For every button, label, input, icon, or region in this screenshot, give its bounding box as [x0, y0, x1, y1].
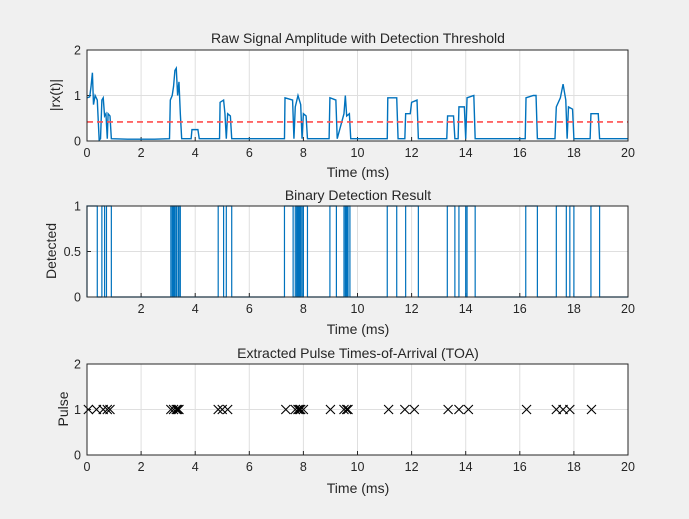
toa-marker [222, 404, 233, 415]
x-tick-label: 0 [84, 146, 91, 160]
toa-marker [399, 404, 410, 415]
toa-marker [105, 404, 115, 415]
axes-border [86, 49, 629, 142]
toa-marker [102, 404, 113, 415]
binary-xlabel: Time (ms) [327, 321, 389, 337]
x-tick-label: 2 [138, 302, 145, 316]
toa-marker [339, 404, 349, 415]
x-tick-label: 16 [513, 146, 527, 160]
x-tick-label: 8 [300, 460, 307, 474]
x-tick-label: 10 [351, 146, 365, 160]
x-tick-label: 16 [513, 460, 527, 474]
y-tick-label: 0 [74, 135, 81, 149]
x-tick-label: 12 [405, 460, 419, 474]
toa-marker [409, 404, 420, 415]
x-tick-label: 14 [459, 146, 473, 160]
x-tick-label: 8 [300, 146, 307, 160]
toa-subplot: Extracted Pulse Times-of-Arrival (TOA) T… [55, 345, 635, 496]
x-tick-label: 18 [567, 302, 581, 316]
binary-detection-subplot: Binary Detection Result Time (ms) Detect… [43, 187, 635, 337]
toa-marker [83, 404, 94, 415]
y-tick-label: 0 [74, 291, 81, 305]
x-tick-label: 2 [138, 460, 145, 474]
toa-marker [171, 404, 182, 415]
amplitude-xlabel: Time (ms) [327, 164, 389, 180]
x-tick-label: 6 [246, 146, 253, 160]
x-tick-label: 2 [138, 146, 145, 160]
x-tick-label: 20 [621, 302, 635, 316]
toa-marker [454, 404, 464, 415]
toa-marker [174, 404, 184, 415]
toa-marker [341, 404, 352, 415]
y-tick-label: 0 [74, 449, 81, 463]
amplitude-title: Raw Signal Amplitude with Detection Thre… [211, 30, 505, 46]
amplitude-ylabel: |rx(t)| [47, 79, 63, 111]
toa-marker [463, 404, 474, 415]
y-tick-label: 1 [74, 403, 81, 417]
toa-marker [213, 404, 224, 415]
toa-marker [295, 404, 306, 415]
y-tick-label: 0.5 [64, 245, 81, 259]
y-tick-label: 2 [74, 44, 81, 58]
toa-marker [521, 404, 532, 415]
y-tick-label: 1 [74, 200, 81, 214]
x-tick-label: 6 [246, 460, 253, 474]
toa-marker [343, 404, 353, 415]
toa-marker [172, 404, 183, 415]
x-tick-label: 12 [405, 146, 419, 160]
toa-marker [586, 404, 597, 415]
toa-marker [564, 404, 575, 415]
x-tick-label: 20 [621, 146, 635, 160]
x-tick-label: 18 [567, 460, 581, 474]
x-tick-label: 6 [246, 302, 253, 316]
x-tick-label: 8 [300, 302, 307, 316]
x-tick-label: 12 [405, 302, 419, 316]
x-tick-label: 16 [513, 302, 527, 316]
y-tick-label: 1 [74, 89, 81, 103]
amplitude-subplot: Raw Signal Amplitude with Detection Thre… [47, 30, 635, 180]
toa-marker [443, 404, 454, 415]
toa-ylabel: Pulse [55, 391, 71, 426]
signal-line [86, 65, 628, 142]
x-tick-label: 10 [351, 302, 365, 316]
x-tick-label: 18 [567, 146, 581, 160]
toa-marker [280, 404, 291, 415]
x-tick-label: 4 [192, 146, 199, 160]
toa-title: Extracted Pulse Times-of-Arrival (TOA) [237, 345, 479, 361]
binary-ylabel: Detected [43, 223, 59, 279]
toa-marker [383, 404, 394, 415]
binary-title: Binary Detection Result [285, 187, 431, 203]
y-tick-label: 2 [74, 358, 81, 372]
x-tick-label: 4 [192, 460, 199, 474]
x-tick-label: 4 [192, 302, 199, 316]
x-tick-label: 20 [621, 460, 635, 474]
toa-marker [294, 404, 305, 415]
toa-marker [325, 404, 336, 415]
axes-border [86, 363, 629, 456]
toa-marker [298, 404, 309, 415]
toa-xlabel: Time (ms) [327, 480, 389, 496]
x-tick-label: 10 [351, 460, 365, 474]
x-tick-label: 14 [459, 460, 473, 474]
x-tick-label: 0 [84, 460, 91, 474]
axes-border [86, 205, 629, 298]
x-tick-label: 14 [459, 302, 473, 316]
